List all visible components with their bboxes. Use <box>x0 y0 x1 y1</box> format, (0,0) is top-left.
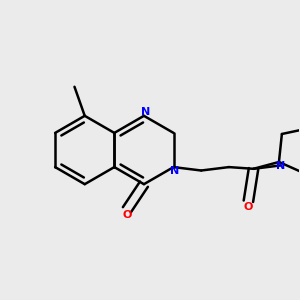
Text: O: O <box>122 210 131 220</box>
Text: N: N <box>141 107 150 117</box>
Text: O: O <box>244 202 253 212</box>
Text: N: N <box>276 161 285 171</box>
Text: N: N <box>170 166 180 176</box>
